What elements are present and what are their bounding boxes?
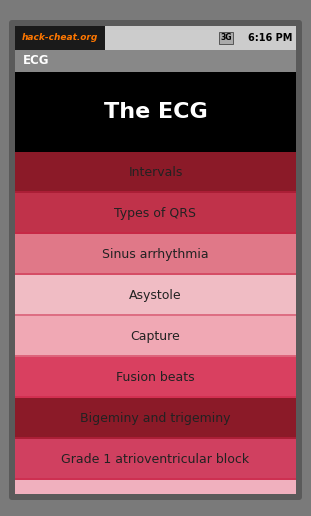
- Text: Types of QRS: Types of QRS: [114, 207, 197, 220]
- Text: Grade 1 atrioventricular block: Grade 1 atrioventricular block: [62, 453, 249, 465]
- FancyBboxPatch shape: [9, 20, 302, 500]
- Text: 6:16 PM: 6:16 PM: [248, 33, 292, 43]
- Bar: [15, 439, 296, 480]
- Bar: [15, 396, 296, 398]
- Bar: [15, 480, 296, 494]
- Bar: [15, 478, 296, 480]
- Bar: [15, 26, 296, 50]
- Text: ECG: ECG: [23, 55, 49, 68]
- Text: Sinus arrhythmia: Sinus arrhythmia: [102, 248, 209, 261]
- Bar: [15, 193, 296, 234]
- Bar: [15, 191, 296, 193]
- Bar: [15, 152, 296, 193]
- Text: The ECG: The ECG: [104, 102, 207, 122]
- Text: 3G: 3G: [220, 34, 232, 42]
- Bar: [15, 398, 296, 439]
- Bar: [15, 357, 296, 398]
- Text: Bigeminy and trigeminy: Bigeminy and trigeminy: [80, 412, 231, 425]
- Bar: [15, 232, 296, 234]
- Text: Fusion beats: Fusion beats: [116, 371, 195, 384]
- Bar: [15, 26, 105, 50]
- Bar: [15, 356, 296, 357]
- Bar: [15, 273, 296, 275]
- Bar: [15, 72, 296, 152]
- Bar: [15, 275, 296, 316]
- Text: Asystole: Asystole: [129, 289, 182, 302]
- Text: Capture: Capture: [131, 330, 180, 343]
- Bar: [12, 494, 299, 497]
- Text: Intervals: Intervals: [128, 166, 183, 179]
- Bar: [15, 314, 296, 316]
- Text: hack-cheat.org: hack-cheat.org: [22, 34, 98, 42]
- Bar: [15, 50, 296, 72]
- Bar: [15, 234, 296, 275]
- Bar: [15, 316, 296, 357]
- Bar: [15, 437, 296, 439]
